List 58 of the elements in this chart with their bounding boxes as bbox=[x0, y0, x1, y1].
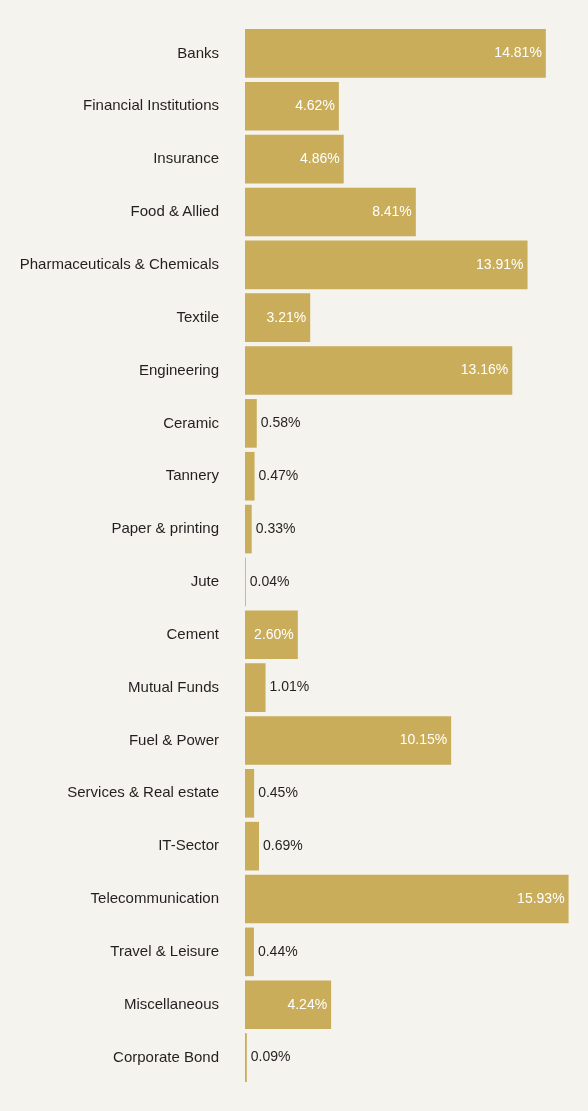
bar bbox=[245, 346, 513, 395]
data-label: 14.81% bbox=[494, 44, 542, 61]
data-label: 0.45% bbox=[258, 784, 298, 801]
bar bbox=[245, 716, 452, 765]
y-tick-label: Banks bbox=[177, 43, 219, 61]
bar bbox=[245, 821, 260, 871]
y-tick-label: Telecommunication bbox=[90, 889, 219, 907]
y-tick-label: Jute bbox=[190, 572, 219, 590]
data-label: 1.01% bbox=[269, 678, 310, 695]
y-tick-label: Insurance bbox=[153, 149, 219, 167]
bar bbox=[245, 293, 311, 342]
data-label: 4.86% bbox=[300, 149, 340, 166]
data-label: 13.16% bbox=[460, 361, 509, 378]
y-tick-label: Textile bbox=[176, 307, 219, 325]
data-label: 15.93% bbox=[517, 889, 565, 906]
bar bbox=[245, 927, 254, 977]
bar bbox=[245, 134, 344, 184]
y-tick-label: Travel & Leisure bbox=[110, 942, 219, 960]
bar bbox=[245, 240, 528, 290]
data-label: 8.41% bbox=[372, 202, 412, 219]
y-tick-label: Miscellaneous bbox=[123, 994, 219, 1012]
data-label: 0.69% bbox=[263, 837, 303, 854]
bar bbox=[245, 29, 546, 78]
y-tick-label: Paper & printing bbox=[111, 519, 219, 537]
bar bbox=[245, 504, 252, 554]
y-tick-label: IT-Sector bbox=[158, 836, 219, 854]
bar bbox=[245, 451, 255, 501]
data-label: 3.21% bbox=[266, 308, 307, 325]
y-tick-label: Ceramic bbox=[163, 413, 220, 431]
bar bbox=[245, 874, 569, 924]
data-label: 0.58% bbox=[260, 414, 301, 431]
y-tick-label: Corporate Bond bbox=[113, 1047, 219, 1065]
data-label: 0.04% bbox=[249, 572, 290, 589]
y-tick-label: Fuel & Power bbox=[128, 730, 219, 748]
data-label: 0.44% bbox=[257, 942, 298, 959]
data-label: 0.47% bbox=[258, 467, 299, 484]
y-tick-label: Pharmaceuticals & Chemicals bbox=[19, 254, 219, 272]
data-label: 0.33% bbox=[255, 519, 296, 536]
data-label: 0.09% bbox=[250, 1048, 291, 1065]
y-tick-label: Financial Institutions bbox=[83, 96, 219, 114]
data-label: 13.91% bbox=[476, 255, 524, 272]
y-tick-label: Engineering bbox=[138, 360, 219, 378]
data-label: 2.60% bbox=[254, 625, 294, 642]
y-tick-label: Cement bbox=[166, 624, 220, 642]
data-label: 4.62% bbox=[295, 97, 335, 114]
bar bbox=[245, 980, 332, 1030]
data-label: 4.24% bbox=[287, 995, 328, 1012]
y-tick-label: Food & Allied bbox=[130, 202, 219, 220]
y-tick-label: Mutual Funds bbox=[128, 677, 219, 695]
y-tick-label: Services & Real estate bbox=[67, 783, 219, 801]
bar bbox=[245, 81, 339, 131]
data-label: 10.15% bbox=[399, 731, 448, 748]
bar bbox=[245, 610, 298, 660]
bar bbox=[245, 663, 266, 712]
bar bbox=[245, 769, 255, 818]
bar bbox=[245, 399, 257, 448]
y-tick-label: Tannery bbox=[165, 466, 220, 484]
bar bbox=[245, 187, 416, 237]
